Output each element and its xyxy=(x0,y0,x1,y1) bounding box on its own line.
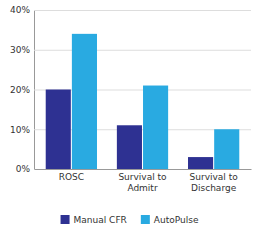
axis-line xyxy=(35,169,252,170)
tick: Survival toAdmitr xyxy=(118,169,167,193)
tick-label: 0% xyxy=(16,164,31,174)
legend-label: Manual CFR xyxy=(74,215,127,225)
bar xyxy=(188,157,213,169)
tick-label-line: Discharge xyxy=(191,183,237,193)
chart: 0%10%20%30%40%ROSCSurvival toAdmitrSurvi… xyxy=(0,0,259,231)
grid-line xyxy=(34,50,251,51)
tick-label-line: Survival to xyxy=(190,172,239,182)
legend-item: AutoPulse xyxy=(141,215,199,225)
legend-swatch xyxy=(141,215,150,224)
tick-label: 40% xyxy=(10,5,30,15)
tick-label: 30% xyxy=(10,45,30,55)
grid-line xyxy=(34,169,251,170)
bar xyxy=(117,125,142,169)
tick-label: ROSC xyxy=(59,172,84,182)
tick-label: 10% xyxy=(10,125,30,135)
tick: 30% xyxy=(10,45,251,55)
legend-swatch xyxy=(61,215,70,224)
tick-label: Survival toAdmitr xyxy=(118,172,167,192)
bar xyxy=(143,86,168,169)
tick-label: Survival toDischarge xyxy=(190,172,239,192)
x-axis: ROSCSurvival toAdmitrSurvival toDischarg… xyxy=(35,169,252,193)
legend: Manual CFR AutoPulse xyxy=(61,215,199,225)
bar xyxy=(214,129,239,169)
legend-label: AutoPulse xyxy=(154,215,199,225)
tick: 40% xyxy=(10,5,251,15)
tick-label-line: ROSC xyxy=(59,172,84,182)
grid-line xyxy=(34,10,251,11)
series xyxy=(72,34,239,169)
bar xyxy=(46,90,71,170)
tick-label-line: Survival to xyxy=(118,172,167,182)
tick-label-line: Admitr xyxy=(127,183,158,193)
bars xyxy=(46,34,240,169)
plot: 0%10%20%30%40%ROSCSurvival toAdmitrSurvi… xyxy=(10,5,252,192)
tick-label: 20% xyxy=(10,85,30,95)
tick: ROSC xyxy=(59,169,84,182)
bar xyxy=(72,34,97,169)
legend-item: Manual CFR xyxy=(61,215,127,225)
series xyxy=(46,90,213,170)
tick: Survival toDischarge xyxy=(190,169,239,193)
y-axis: 0% 10% 20% 30% 40% xyxy=(10,5,251,174)
